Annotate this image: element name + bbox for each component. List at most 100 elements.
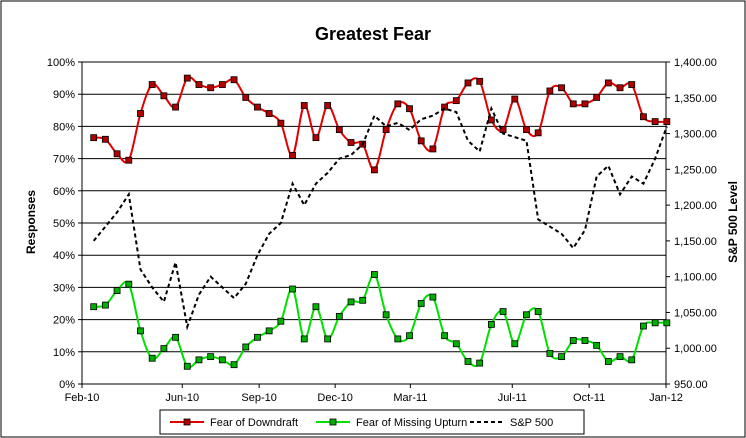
legend-label: Fear of Missing Upturn — [356, 417, 467, 429]
data-point — [300, 335, 308, 343]
x-tick-label: Sep-10 — [241, 392, 276, 404]
data-point — [640, 322, 647, 330]
y2-tick-label: 1,100.00 — [674, 272, 717, 284]
legend-label: S&P 500 — [510, 417, 553, 429]
x-tick-label: Jan-12 — [649, 392, 683, 404]
data-point — [441, 332, 448, 340]
y2-tick-label: 1,150.00 — [674, 236, 717, 248]
data-point — [148, 81, 156, 88]
data-point — [534, 129, 542, 137]
x-tick-label: Jul-11 — [498, 392, 527, 404]
data-point — [593, 341, 601, 349]
y-tick-label: 40% — [53, 250, 75, 262]
data-point — [464, 358, 472, 365]
gridlines — [82, 93, 666, 353]
data-point — [628, 81, 636, 88]
y-tick-label: 100% — [47, 57, 75, 69]
y-tick-label: 80% — [53, 121, 75, 133]
data-point — [195, 81, 203, 88]
y-tick-label: 0% — [59, 379, 75, 391]
data-point — [324, 335, 332, 343]
data-point — [604, 358, 612, 365]
data-point — [429, 293, 437, 301]
data-point — [113, 150, 121, 158]
legend-box — [159, 409, 585, 435]
y-tick-label: 20% — [53, 315, 75, 327]
data-point — [371, 166, 378, 174]
data-point — [183, 74, 191, 82]
data-point — [254, 333, 261, 341]
data-point — [335, 312, 343, 320]
data-point — [616, 353, 624, 361]
data-point — [289, 285, 296, 293]
y2-tick-label: 1,000.00 — [674, 343, 717, 355]
data-point — [172, 333, 179, 341]
data-point — [137, 110, 144, 117]
y2-tick-label: 1,400.00 — [674, 57, 717, 69]
data-point — [511, 340, 519, 348]
y-tick-label: 50% — [53, 218, 75, 230]
x-tick-label: Jun-10 — [165, 392, 199, 404]
data-point — [628, 356, 636, 364]
data-point — [394, 100, 402, 108]
data-point — [125, 156, 133, 164]
y-tick-label: 70% — [53, 154, 75, 166]
data-point — [546, 350, 554, 357]
legend-item: S&P 500 — [470, 417, 553, 429]
data-point — [464, 79, 472, 87]
data-point — [242, 94, 250, 101]
series-s-p-500 — [92, 105, 668, 331]
data-point — [429, 145, 437, 153]
data-point — [359, 296, 367, 304]
data-point — [101, 301, 109, 309]
data-point — [581, 100, 589, 108]
data-point — [476, 359, 484, 367]
data-point — [511, 95, 519, 103]
data-point — [148, 354, 156, 362]
data-point — [523, 311, 530, 319]
series-group — [90, 74, 671, 370]
legend-marker — [329, 418, 337, 426]
x-tick-label: Feb-10 — [65, 392, 100, 404]
data-point — [312, 134, 320, 142]
x-tick-label: Oct-11 — [573, 392, 605, 404]
y-tick-label: 30% — [53, 282, 75, 294]
data-point — [289, 151, 296, 159]
series-fear-of-missing-upturn — [90, 271, 671, 370]
x-tick-label: Mar-11 — [393, 392, 427, 404]
legend-marker — [183, 418, 191, 426]
x-axis-ticks: Feb-10 Jun-10 Sep-10 Dec-10 Mar-11 Jul-11 Oct-… — [65, 384, 683, 404]
data-point — [487, 321, 495, 328]
data-point — [546, 87, 554, 95]
data-point — [230, 76, 238, 84]
y-tick-label: 60% — [53, 186, 75, 198]
data-point — [651, 319, 659, 327]
data-point — [593, 94, 601, 101]
data-point — [558, 353, 565, 361]
data-point — [265, 327, 273, 335]
legend: Fear of Downdraft Fear of Missing Upturn S… — [159, 409, 585, 435]
data-point — [207, 353, 215, 361]
data-point — [487, 116, 495, 124]
y2-axis-label: S&P 500 Level — [726, 181, 740, 263]
legend-item: Fear of Downdraft — [170, 417, 298, 429]
data-point — [382, 126, 390, 134]
data-point — [640, 113, 647, 121]
legend-label: Fear of Downdraft — [210, 417, 298, 429]
data-point — [499, 308, 507, 315]
y2-tick-label: 1,300.00 — [674, 129, 717, 141]
data-point — [476, 77, 484, 85]
data-point — [101, 135, 109, 143]
data-point — [183, 362, 191, 370]
data-point — [569, 337, 577, 344]
data-point — [452, 340, 460, 348]
chart-title: Greatest Fear — [315, 24, 431, 44]
data-point — [265, 110, 273, 117]
data-point — [441, 103, 448, 111]
data-point — [195, 356, 203, 364]
y2-tick-label: 1,050.00 — [674, 307, 717, 319]
data-point — [452, 97, 460, 105]
data-point — [651, 118, 659, 125]
